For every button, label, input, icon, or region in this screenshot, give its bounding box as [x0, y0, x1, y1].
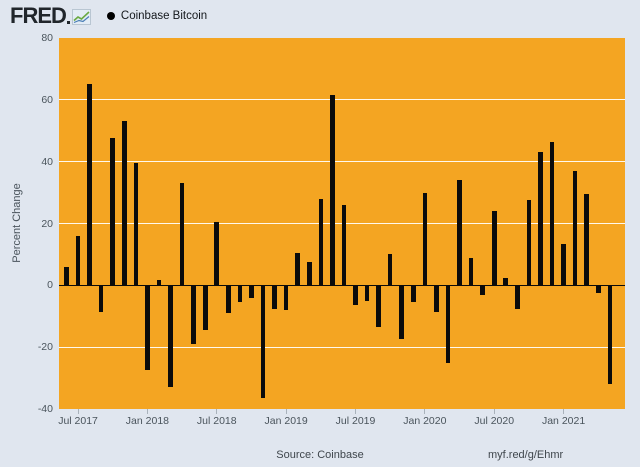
y-tick-label: 80 — [41, 32, 53, 44]
x-tick-mark — [285, 409, 287, 414]
bar — [480, 285, 485, 295]
x-tick-label: Jul 2018 — [196, 415, 237, 427]
y-tick-label: 20 — [41, 217, 53, 230]
x-tick-mark — [493, 409, 495, 414]
permalink[interactable]: myf.red/g/Ehmr — [488, 449, 564, 461]
gridline — [59, 346, 625, 348]
bar — [249, 285, 254, 298]
bar — [226, 285, 231, 314]
source-note: Source: Coinbase — [276, 449, 364, 461]
line-chart-icon — [71, 9, 91, 25]
bar — [364, 285, 370, 301]
zero-axis-line — [59, 284, 625, 287]
x-axis: Jul 2017 Jan 2018 Jul 2018 Jan 2019 Jul 2019… — [58, 409, 625, 435]
bar — [283, 285, 289, 311]
y-tick-label: 40 — [41, 155, 53, 168]
bar — [214, 221, 220, 286]
bar — [341, 204, 347, 286]
gridline — [59, 99, 625, 101]
y-tick-label: -20 — [37, 341, 53, 354]
x-tick-label: Jul 2017 — [58, 415, 98, 427]
fred-logo-period — [66, 21, 70, 24]
x-tick-mark — [146, 409, 148, 414]
x-tick-label: Jan 2020 — [403, 415, 447, 427]
chart-header: FRED Coinbase Bitcoin — [10, 4, 207, 28]
legend: Coinbase Bitcoin — [106, 10, 208, 22]
y-tick-label: 0 — [47, 279, 53, 292]
x-tick-mark — [563, 409, 565, 414]
x-tick-label: Jul 2019 — [335, 415, 376, 427]
bar — [145, 285, 150, 371]
x-tick-label: Jan 2018 — [125, 415, 170, 427]
bar — [434, 285, 439, 312]
bar — [584, 194, 589, 286]
bar — [295, 252, 300, 286]
x-tick-label: Jul 2020 — [474, 415, 515, 427]
bar — [156, 279, 162, 286]
bar — [260, 285, 266, 399]
series-marker-dot — [106, 12, 115, 20]
bar — [87, 84, 92, 286]
bar — [110, 138, 116, 286]
bar — [526, 200, 532, 286]
bar — [98, 285, 104, 312]
bar — [306, 262, 312, 286]
x-tick-label: Jan 2021 — [541, 415, 586, 427]
bar — [179, 183, 185, 286]
series-label: Coinbase Bitcoin — [120, 10, 208, 22]
bar — [168, 285, 173, 388]
bar — [503, 277, 509, 286]
x-tick-mark — [355, 409, 356, 414]
bar — [607, 285, 613, 385]
bar — [549, 141, 555, 286]
bar — [515, 285, 520, 309]
bar — [445, 285, 451, 363]
x-tick-mark — [424, 409, 426, 414]
bar — [237, 285, 243, 303]
bar — [191, 285, 196, 345]
x-tick-label: Jan 2019 — [264, 415, 308, 427]
y-tick-label: 60 — [41, 93, 53, 106]
plot-area — [59, 38, 625, 409]
bar — [75, 235, 81, 286]
bar — [411, 285, 416, 303]
bar — [538, 152, 543, 286]
bar — [330, 95, 335, 286]
bar — [491, 211, 497, 286]
bar — [353, 285, 358, 306]
bar — [133, 163, 139, 286]
fred-logo[interactable]: FRED — [10, 5, 91, 27]
x-tick-mark — [77, 409, 79, 414]
y-tick-label: -40 — [37, 403, 53, 415]
gridline — [59, 161, 625, 163]
bar — [468, 257, 474, 286]
bar — [318, 198, 324, 286]
bar — [376, 285, 381, 328]
x-tick-mark — [216, 409, 218, 414]
bar — [202, 285, 208, 331]
bar — [595, 285, 601, 294]
bar — [64, 266, 69, 286]
bar — [122, 121, 127, 286]
fred-logo-text: FRED — [10, 3, 67, 28]
bar — [272, 285, 277, 309]
bar — [422, 192, 428, 286]
bar — [399, 285, 405, 340]
bar — [572, 170, 578, 286]
bar — [387, 254, 393, 286]
bar — [561, 243, 566, 286]
bar — [457, 180, 462, 286]
y-axis: 80 60 40 20 0 -20 -40 — [0, 32, 53, 415]
